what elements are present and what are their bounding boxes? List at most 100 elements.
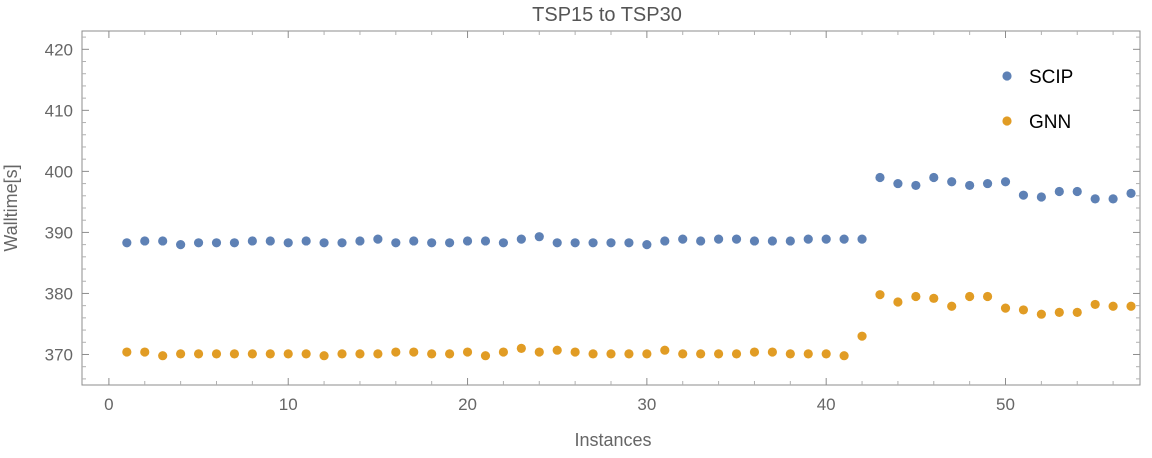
- x-axis-label: Instances: [574, 430, 651, 450]
- point-scip: [462, 236, 473, 246]
- point-scip: [785, 236, 795, 246]
- point-scip: [319, 238, 329, 248]
- point-gnn: [929, 293, 939, 303]
- legend-marker-scip: [1002, 71, 1012, 81]
- point-scip: [1000, 177, 1011, 187]
- point-scip: [516, 234, 526, 244]
- point-gnn: [283, 349, 293, 359]
- point-scip: [713, 234, 724, 244]
- point-gnn: [319, 351, 329, 361]
- y-tick-label: 420: [45, 40, 73, 59]
- data-points: [122, 172, 1136, 361]
- y-axis-label: Walltime[s]: [1, 164, 21, 251]
- point-scip: [875, 172, 885, 183]
- point-scip: [642, 240, 652, 250]
- point-gnn: [1054, 307, 1064, 317]
- point-gnn: [337, 349, 347, 359]
- point-scip: [660, 236, 670, 246]
- point-scip: [731, 234, 742, 244]
- point-gnn: [911, 291, 921, 302]
- point-gnn: [982, 291, 993, 302]
- point-gnn: [462, 347, 473, 357]
- point-gnn: [678, 349, 688, 359]
- point-scip: [498, 238, 509, 248]
- point-gnn: [947, 301, 957, 311]
- point-scip: [229, 238, 240, 248]
- point-scip: [373, 234, 383, 244]
- point-gnn: [965, 291, 975, 302]
- point-gnn: [570, 347, 580, 357]
- point-scip: [122, 238, 132, 248]
- point-scip: [821, 234, 831, 244]
- point-scip: [1018, 190, 1029, 200]
- point-gnn: [176, 349, 186, 359]
- point-gnn: [140, 347, 150, 357]
- point-scip: [893, 178, 903, 189]
- point-gnn: [839, 351, 849, 361]
- point-scip: [911, 180, 921, 191]
- point-gnn: [767, 347, 777, 357]
- point-gnn: [1072, 307, 1082, 317]
- point-gnn: [1126, 301, 1136, 311]
- point-gnn: [552, 345, 562, 355]
- point-scip: [301, 236, 311, 246]
- point-gnn: [391, 347, 401, 357]
- point-scip: [552, 238, 562, 248]
- point-scip: [1054, 186, 1064, 197]
- point-scip: [140, 236, 150, 246]
- point-gnn: [229, 349, 240, 359]
- point-scip: [857, 234, 867, 244]
- point-scip: [158, 236, 168, 246]
- point-gnn: [247, 349, 257, 359]
- point-gnn: [516, 343, 526, 353]
- point-scip: [929, 172, 939, 183]
- legend-label-gnn: GNN: [1029, 112, 1071, 133]
- point-gnn: [355, 349, 365, 359]
- point-scip: [588, 238, 598, 248]
- point-scip: [409, 236, 419, 246]
- point-gnn: [1090, 299, 1100, 310]
- point-gnn: [445, 349, 455, 359]
- point-scip: [445, 238, 455, 248]
- x-axis-ticks: 0 10 20 30 40 50: [104, 31, 1114, 414]
- point-scip: [1036, 192, 1046, 202]
- point-scip: [176, 240, 186, 250]
- point-gnn: [642, 349, 652, 359]
- point-scip: [1108, 194, 1118, 204]
- y-axis-ticks: 370 380 390 400 410 420: [45, 36, 1140, 380]
- point-scip: [534, 232, 544, 242]
- point-scip: [839, 234, 849, 244]
- y-tick-label: 400: [45, 162, 73, 181]
- point-gnn: [749, 347, 760, 357]
- point-gnn: [1108, 301, 1118, 311]
- point-scip: [570, 238, 580, 248]
- point-scip: [355, 236, 365, 246]
- point-scip: [1126, 188, 1136, 198]
- point-gnn: [498, 347, 509, 357]
- point-scip: [193, 238, 204, 248]
- point-gnn: [588, 349, 598, 359]
- point-scip: [982, 178, 993, 189]
- point-scip: [247, 236, 257, 246]
- point-scip: [624, 238, 634, 248]
- y-tick-label: 380: [45, 284, 73, 303]
- point-gnn: [301, 349, 311, 359]
- point-scip: [965, 180, 975, 191]
- point-gnn: [122, 347, 132, 357]
- point-gnn: [660, 345, 670, 355]
- point-scip: [696, 236, 706, 246]
- point-scip: [606, 238, 616, 248]
- plot-frame: [81, 30, 1141, 386]
- legend-label-scip: SCIP: [1029, 67, 1073, 88]
- x-tick-label: 50: [996, 395, 1015, 414]
- point-scip: [427, 238, 437, 248]
- y-tick-label: 390: [45, 223, 73, 242]
- point-gnn: [1036, 309, 1046, 319]
- point-scip: [211, 238, 222, 248]
- point-scip: [480, 236, 491, 246]
- x-tick-label: 10: [279, 395, 298, 414]
- point-gnn: [713, 349, 724, 359]
- point-scip: [265, 236, 275, 246]
- point-gnn: [409, 347, 419, 357]
